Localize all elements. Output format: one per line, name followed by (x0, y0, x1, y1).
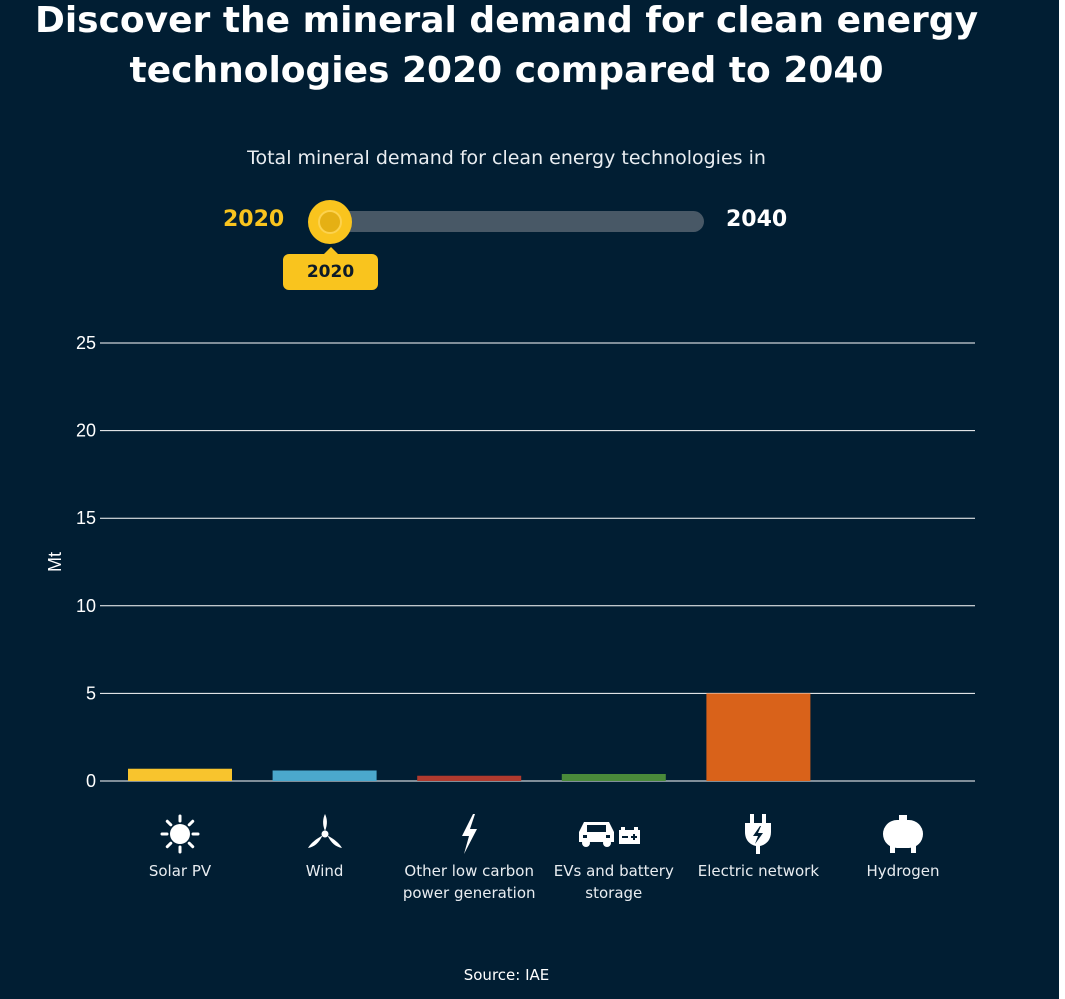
y-axis-label: Mt (45, 552, 65, 572)
category-label-line: Solar PV (148, 862, 212, 880)
lightning-icon (444, 812, 494, 856)
y-tick-label: 0 (86, 771, 96, 791)
car-battery-icon (578, 812, 640, 856)
y-tick-label: 5 (86, 683, 96, 703)
page-title: Discover the mineral demand for clean en… (0, 0, 1013, 96)
category-label: Wind (250, 860, 400, 882)
title-line-2: technologies 2020 compared to 2040 (129, 50, 884, 91)
category-label-line: Electric network (697, 862, 820, 880)
bar (706, 693, 811, 781)
category-label-line: storage (585, 884, 643, 902)
year-slider-handle[interactable] (308, 200, 352, 244)
category-label: Other low carbon power generation (394, 860, 544, 904)
category-label-line: EVs and battery (553, 862, 674, 880)
wind-turbine-icon (300, 812, 350, 856)
category-label: EVs and battery storage (539, 860, 689, 904)
category-label: Electric network (683, 860, 833, 882)
y-tick-label: 10 (76, 596, 96, 616)
bar-chart: 0 5 10 15 20 25 Mt (45, 333, 975, 791)
y-tick-label: 15 (76, 508, 96, 528)
slider-start-label[interactable]: 2020 (223, 207, 285, 232)
category-label-line: Wind (305, 862, 344, 880)
plug-icon (733, 812, 783, 856)
slider-value-tooltip: 2020 (283, 247, 378, 290)
sun-icon (155, 812, 205, 856)
bar (128, 768, 232, 781)
source-note: Source: IAE (463, 966, 550, 984)
category-label: Hydrogen (828, 860, 978, 882)
hydrogen-tank-icon (878, 812, 928, 856)
category-label-line: Hydrogen (866, 862, 940, 880)
slider-end-label[interactable]: 2040 (726, 207, 788, 232)
category-label-line: Other low carbon (404, 862, 534, 880)
title-line-1: Discover the mineral demand for clean en… (34, 0, 979, 41)
bar (272, 770, 377, 781)
bar (417, 775, 522, 781)
year-slider-track[interactable] (312, 211, 704, 232)
category-label-line: power generation (402, 884, 536, 902)
slider-caption: Total mineral demand for clean energy te… (247, 147, 766, 169)
bar (561, 773, 666, 781)
y-tick-label: 20 (76, 421, 96, 441)
category-label: Solar PV (105, 860, 255, 882)
y-tick-label: 25 (76, 333, 96, 353)
slider-handle-center (318, 210, 342, 234)
